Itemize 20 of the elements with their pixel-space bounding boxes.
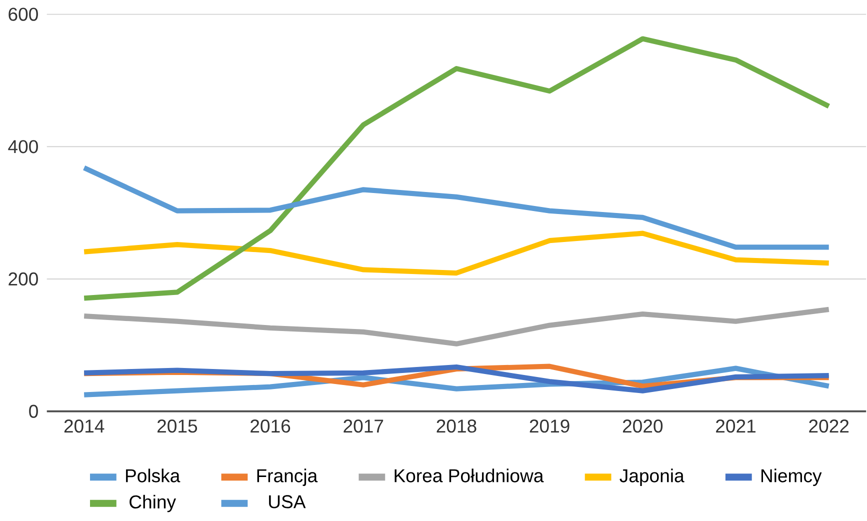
- legend-label: Japonia: [620, 468, 684, 486]
- x-tick-label: 2019: [530, 419, 570, 433]
- x-tick-label: 2018: [436, 419, 476, 433]
- legend-label: Niemcy: [761, 468, 822, 486]
- x-tick-label: 2015: [158, 419, 198, 433]
- x-tick-label: 2017: [344, 419, 384, 433]
- y-tick-label: 0: [29, 404, 38, 418]
- x-tick-label: 2016: [250, 419, 290, 433]
- legend-label: Korea Południowa: [394, 468, 544, 482]
- x-tick-label: 2014: [64, 419, 104, 433]
- x-tick-label: 2021: [716, 419, 756, 433]
- legend-label: Francja: [257, 468, 318, 486]
- legend-label: Polska: [126, 468, 180, 482]
- legend-label: USA: [269, 495, 306, 508]
- y-tick-label: 200: [8, 272, 38, 286]
- x-tick-label: 2020: [622, 419, 663, 433]
- legend-label: Chiny: [130, 494, 176, 512]
- x-tick-label: 2022: [809, 419, 849, 433]
- y-tick-label: 600: [8, 8, 38, 21]
- y-tick-label: 400: [8, 140, 38, 154]
